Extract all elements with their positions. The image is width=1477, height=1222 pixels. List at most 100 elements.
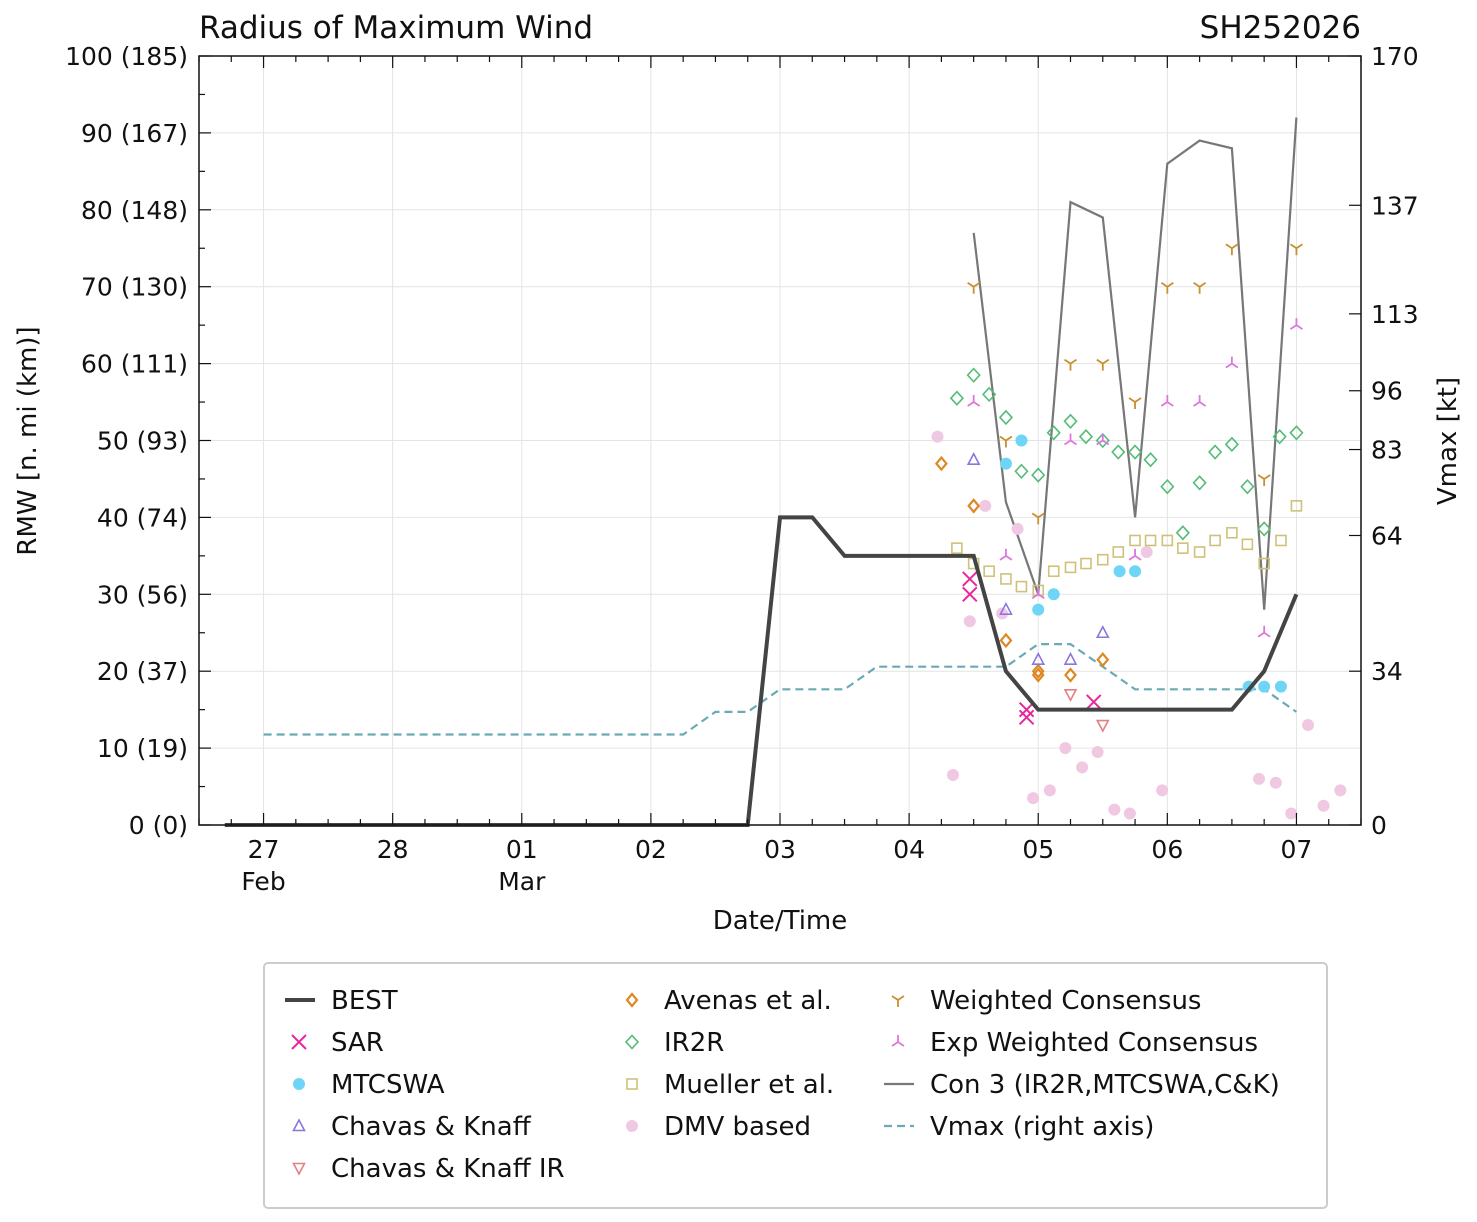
square-glyph	[1080, 557, 1092, 570]
square-glyph	[1064, 561, 1077, 574]
triangle-up-glyph	[1031, 651, 1046, 665]
square-glyph	[1290, 500, 1303, 512]
y-tick-label: 80 (148)	[81, 196, 188, 225]
square-glyph	[1193, 546, 1206, 558]
square-glyph	[1129, 534, 1141, 547]
data-point-mtcswa	[1113, 565, 1126, 578]
data-point-weighted-consensus	[1257, 474, 1271, 486]
legend-handle-exp-weighted-consensus	[891, 1035, 905, 1047]
tri-down-glyph	[1225, 243, 1239, 256]
plot-series	[224, 117, 1347, 827]
square-glyph	[1112, 546, 1125, 558]
tri-up-glyph	[1193, 395, 1207, 407]
square-glyph	[1226, 526, 1238, 539]
data-point-chavas-knaff	[966, 452, 981, 466]
data-point-dmv-based	[1076, 761, 1089, 774]
data-point-ir2r	[949, 390, 964, 406]
tri-down-glyph	[1289, 243, 1303, 256]
legend-handle-chavas-knaff-ir	[292, 1162, 306, 1176]
data-point-exp-weighted-consensus	[1096, 433, 1110, 446]
data-point-chavas-knaff	[999, 601, 1013, 615]
data-point-mtcswa	[999, 457, 1012, 470]
circle-marker-glyph	[1129, 565, 1142, 578]
data-point-exp-weighted-consensus	[967, 395, 981, 407]
data-point-ir2r	[1208, 444, 1223, 460]
data-point-ir2r	[982, 386, 997, 403]
data-point-mueller-et-al	[1144, 534, 1157, 547]
legend-handle-mtcswa	[293, 1078, 305, 1090]
data-point-exp-weighted-consensus	[1128, 548, 1142, 561]
data-point-mtcswa	[1274, 680, 1287, 693]
data-point-sar	[1018, 709, 1035, 726]
tri-down-glyph	[967, 281, 981, 294]
data-point-dmv-based	[1011, 522, 1024, 535]
x-tick-label: 05	[1022, 835, 1054, 864]
diamond-open-glyph	[1160, 478, 1175, 495]
x-tick-label: 27	[248, 835, 280, 864]
data-point-weighted-consensus	[967, 281, 981, 294]
legend-label-best: BEST	[331, 986, 398, 1016]
tri-up-glyph	[891, 1035, 905, 1047]
data-point-dmv-based	[931, 430, 944, 443]
data-point-exp-weighted-consensus	[1031, 587, 1045, 600]
tri-up-glyph	[1064, 433, 1077, 446]
legend-label-weighted-consensus: Weighted Consensus	[930, 986, 1201, 1016]
data-point-mueller-et-al	[1241, 538, 1254, 551]
data-point-mueller-et-al	[1177, 542, 1189, 554]
data-point-weighted-consensus	[1160, 281, 1174, 294]
data-point-ir2r	[1289, 425, 1304, 441]
data-point-ir2r	[998, 409, 1014, 426]
tri-down-glyph	[1193, 281, 1207, 294]
x-tick-label: 03	[764, 835, 796, 864]
square-glyph	[626, 1078, 638, 1090]
data-point-mtcswa	[1015, 434, 1028, 447]
square-glyph	[1144, 534, 1157, 547]
square-glyph	[1209, 534, 1221, 547]
diamond-open-glyph	[1031, 467, 1046, 483]
legend-handle-ir2r	[624, 1034, 640, 1050]
data-point-chavas-knaff-ir	[1095, 719, 1110, 733]
data-point-ir2r	[966, 367, 981, 383]
data-point-dmv-based	[1302, 719, 1315, 732]
circle-marker-glyph	[1258, 680, 1271, 693]
data-point-ir2r	[1127, 444, 1143, 460]
square-glyph	[1275, 534, 1287, 547]
legend-handle-dmv-based	[626, 1120, 638, 1132]
data-point-exp-weighted-consensus	[1064, 433, 1077, 446]
dot-marker-glyph	[1059, 742, 1072, 755]
circle-marker-glyph	[999, 457, 1012, 470]
diamond-open-glyph	[1046, 425, 1061, 441]
diamond-glyph	[934, 455, 948, 472]
tri-down-glyph	[1257, 474, 1271, 486]
legend-label-mueller-et-al: Mueller et al.	[664, 1070, 834, 1100]
data-point-mueller-et-al	[951, 542, 963, 554]
data-point-mueller-et-al	[1080, 557, 1092, 570]
y-tick-label: 90 (167)	[81, 119, 188, 148]
y-tick-label: 30 (56)	[97, 580, 188, 609]
dot-marker-glyph	[963, 615, 976, 628]
y2-tick-label: 137	[1371, 191, 1419, 220]
y-tick-label: 70 (130)	[81, 273, 188, 302]
diamond-glyph	[999, 632, 1013, 649]
data-point-mueller-et-al	[1258, 557, 1270, 570]
y-tick-label: 10 (19)	[97, 734, 188, 763]
data-point-ir2r	[1240, 478, 1255, 495]
data-point-ir2r	[1095, 432, 1110, 449]
y-tick-label: 50 (93)	[97, 427, 188, 456]
dot-marker-glyph	[1091, 745, 1104, 758]
circle-marker-glyph	[1113, 565, 1126, 578]
diamond-open-glyph	[624, 1034, 640, 1050]
data-point-dmv-based	[979, 499, 992, 512]
square-glyph	[1047, 565, 1060, 578]
diamond-glyph	[1031, 663, 1045, 679]
triangle-up-glyph	[1095, 625, 1110, 639]
x-tick-sublabel: Mar	[498, 867, 546, 896]
data-point-weighted-consensus	[1128, 397, 1142, 410]
dot-marker-glyph	[1027, 792, 1040, 805]
legend-handle-sar	[291, 1034, 307, 1050]
diamond-open-glyph	[1143, 452, 1158, 468]
y2-tick-label: 113	[1371, 300, 1419, 329]
triangle-up-glyph	[966, 452, 981, 466]
data-point-exp-weighted-consensus	[1289, 318, 1303, 330]
square-glyph	[1161, 534, 1174, 547]
